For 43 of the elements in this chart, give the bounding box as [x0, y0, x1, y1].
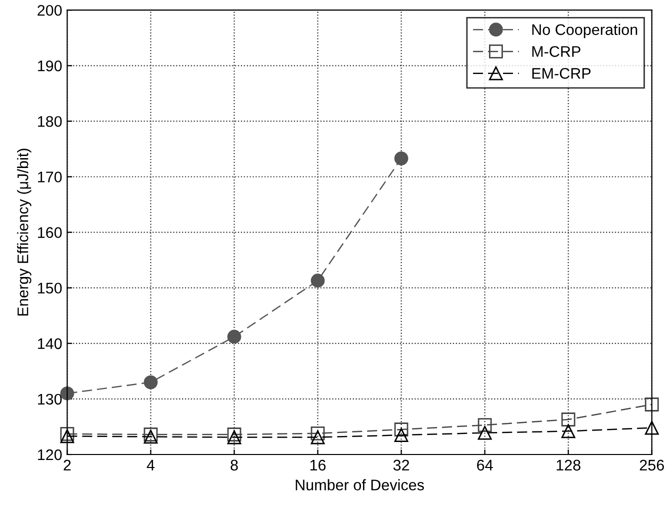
- point: [60, 427, 74, 441]
- x-tick-label: 256: [640, 460, 664, 471]
- y-tick-label: 190: [38, 60, 62, 72]
- y-tick-label: 200: [38, 4, 62, 16]
- x-tick-label: 128: [556, 460, 580, 471]
- point: [144, 375, 158, 390]
- point: [60, 429, 74, 444]
- point: [394, 428, 408, 442]
- x-tick-label: 8: [230, 460, 238, 471]
- y-tick-label: 180: [38, 116, 62, 127]
- point: [227, 330, 242, 344]
- x-tick-label: 32: [393, 460, 410, 471]
- point: [478, 426, 492, 440]
- y-tick-label: 140: [38, 338, 62, 350]
- point: [394, 151, 408, 166]
- point: [644, 420, 659, 435]
- point: [144, 428, 158, 442]
- legend-label: M-CRP: [532, 46, 580, 57]
- y-tick-label: 170: [38, 172, 62, 182]
- x-tick-label: 4: [146, 460, 155, 470]
- point: [394, 422, 408, 436]
- y-axis-title: Energy Efficiency (μJ/bit): [17, 148, 32, 316]
- legend-label: No Cooperation: [532, 24, 638, 38]
- point: [60, 386, 74, 400]
- x-tick-label: 64: [477, 460, 493, 471]
- y-tick-label: 150: [38, 282, 62, 294]
- y-tick-label: 120: [38, 449, 62, 460]
- x-tick-label: 2: [64, 460, 71, 470]
- point: [644, 398, 659, 412]
- point: [310, 430, 325, 444]
- x-axis-title: Number of Devices: [296, 479, 424, 490]
- point: [227, 430, 242, 444]
- legend-label: EM-CRP: [532, 68, 591, 79]
- point: [227, 428, 242, 442]
- point: [144, 430, 158, 444]
- point: [561, 424, 576, 438]
- y-tick-label: 160: [38, 227, 62, 238]
- point: [310, 426, 325, 440]
- point: [310, 274, 325, 288]
- x-tick-label: 16: [310, 460, 326, 471]
- y-tick-label: 130: [38, 394, 62, 405]
- point: [478, 418, 492, 432]
- point: [561, 412, 576, 426]
